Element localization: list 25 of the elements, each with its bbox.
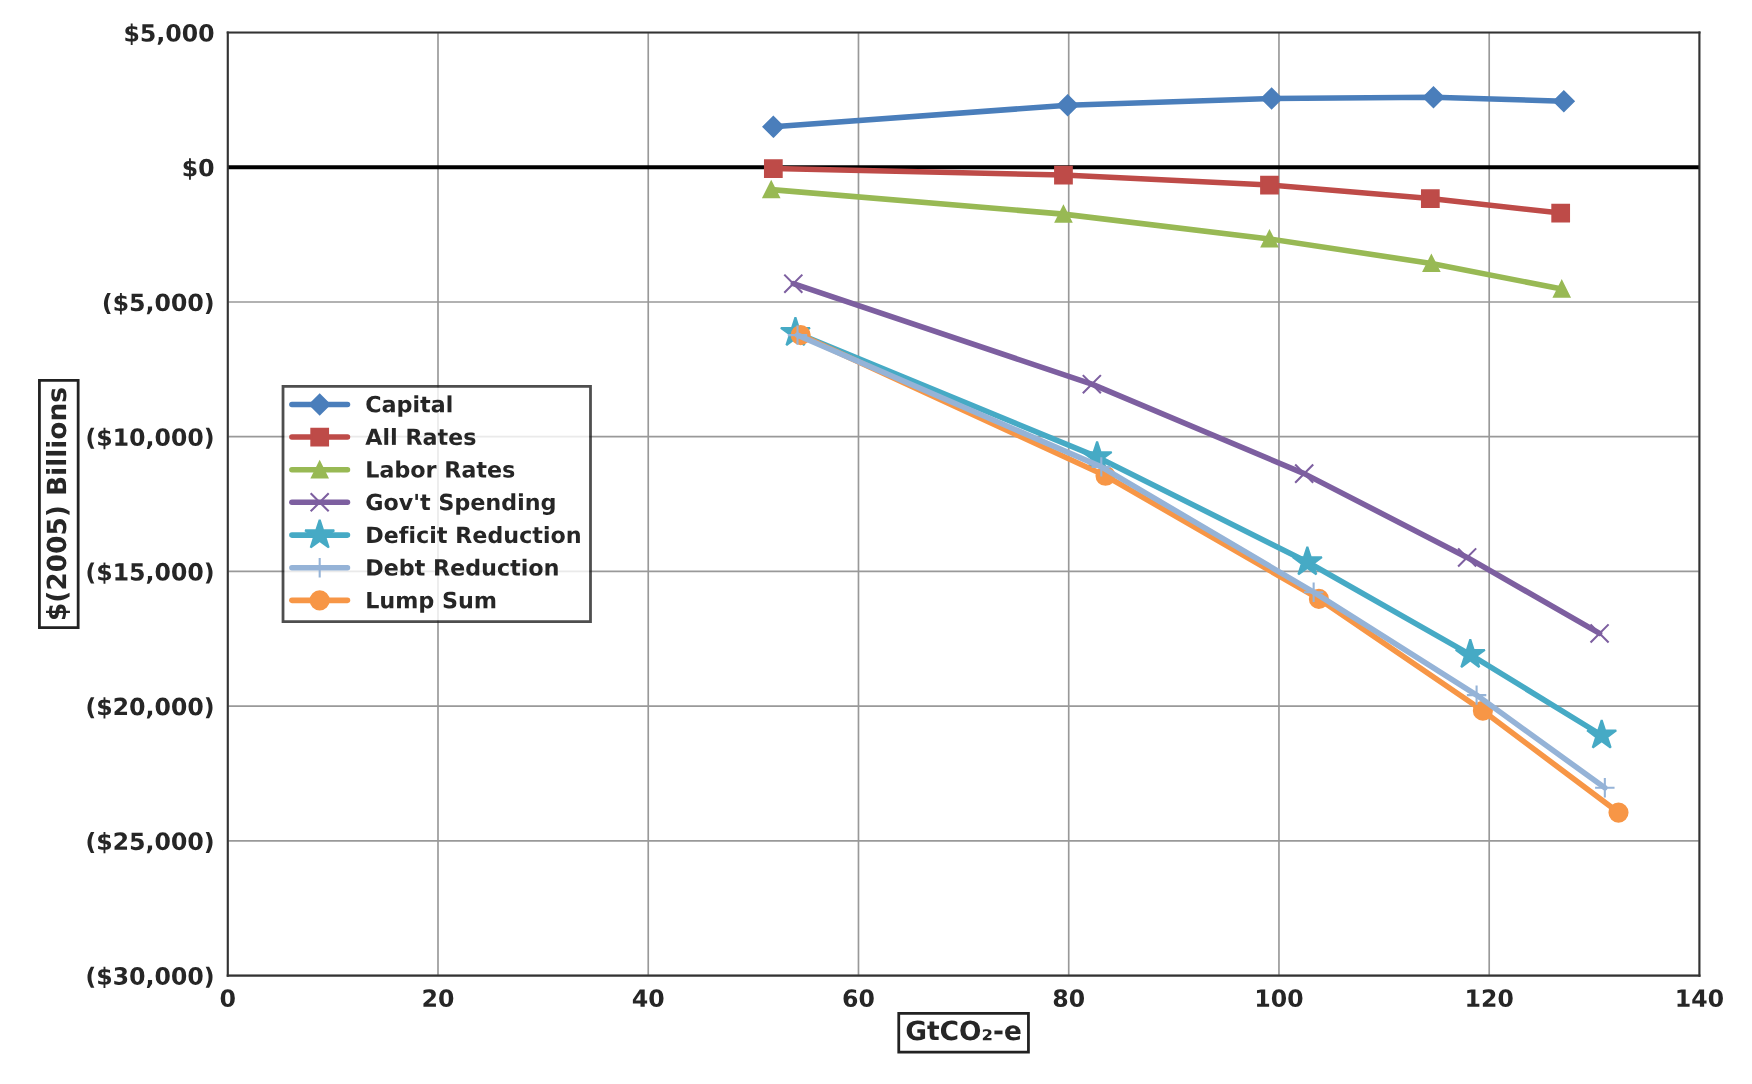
x-tick-label: 60 (843, 989, 874, 1008)
x-tick-label: 20 (423, 989, 454, 1008)
legend-label: Debt Reduction (367, 558, 558, 576)
y-tick-label: ($15,000) (87, 562, 213, 584)
y-tick-label: ($30,000) (87, 966, 213, 989)
x-tick-label: 100 (1256, 989, 1303, 1008)
y-tick-label: $0 (183, 158, 214, 180)
x-tick-label: 0 (220, 989, 235, 1008)
legend-label: Deficit Reduction (367, 526, 580, 544)
y-tick-label: ($10,000) (87, 427, 213, 450)
legend-label: Capital (366, 395, 452, 417)
y-axis-title: $(2005) Billions (46, 388, 70, 620)
legend-label: All Rates (365, 427, 476, 446)
y-tick-label: ($5,000) (103, 293, 213, 315)
x-tick-label: 120 (1467, 989, 1513, 1008)
x-tick-label: 40 (632, 989, 664, 1008)
x-axis-title: GtCO₂-e (906, 1020, 1021, 1041)
legend-label: Gov't Spending (366, 493, 555, 515)
x-tick-label: 80 (1053, 989, 1085, 1008)
y-tick-label: $5,000 (125, 23, 214, 45)
legend-label: Lump Sum (367, 591, 496, 613)
x-tick-label: 140 (1677, 989, 1723, 1008)
y-tick-label: ($20,000) (87, 697, 213, 719)
legend-label: Labor Rates (367, 460, 515, 478)
y-tick-label: ($25,000) (87, 831, 213, 854)
